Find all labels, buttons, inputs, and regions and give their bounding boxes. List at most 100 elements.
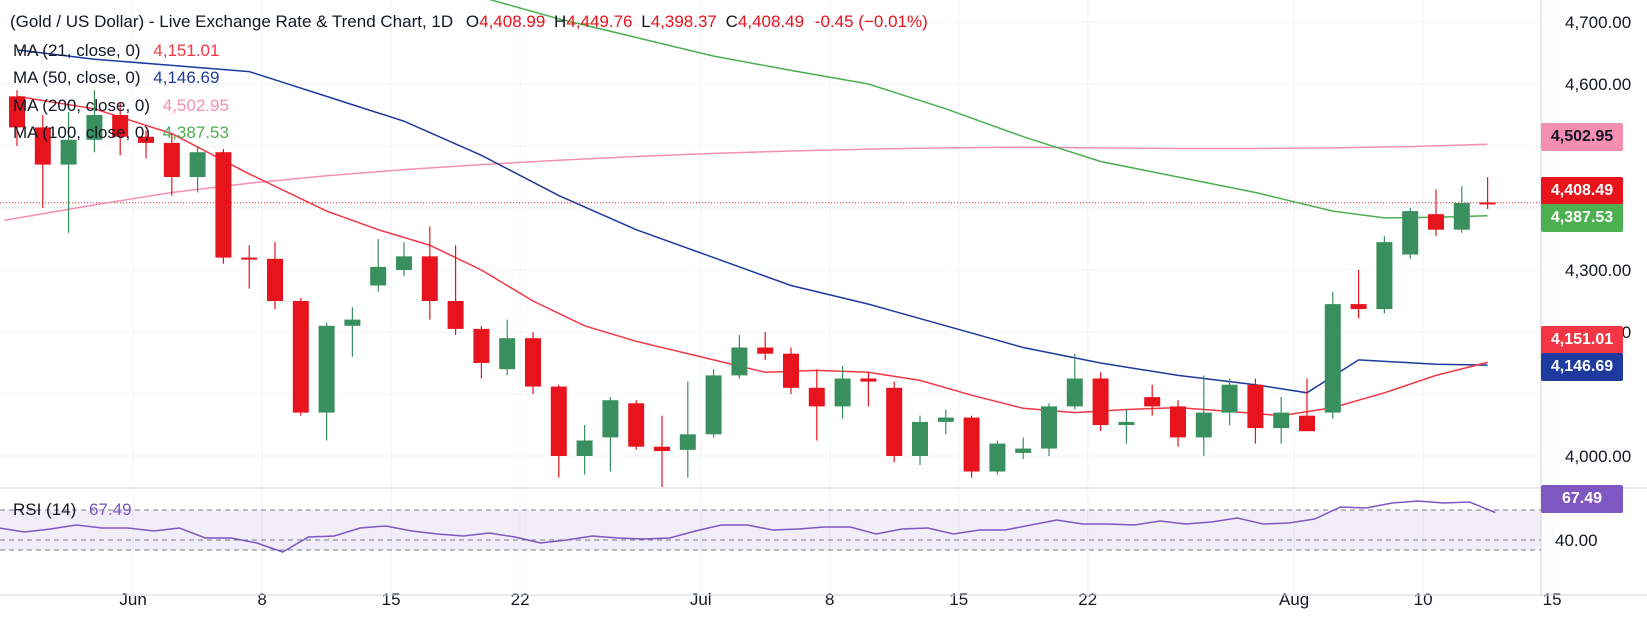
candle-body <box>757 347 774 354</box>
x-tick-label: 15 <box>382 590 401 609</box>
rsi-legend[interactable]: RSI (14) 67.49 <box>13 500 132 520</box>
candle-body <box>163 142 180 177</box>
y-tick-label: 4,700.00 <box>1565 13 1631 32</box>
candle-body <box>1041 406 1057 449</box>
candle-body <box>60 139 77 165</box>
ma200-price-badge: 4,502.95 <box>1541 123 1623 151</box>
ma200-legend[interactable]: MA (200, close, 0) 4,502.95 <box>13 96 229 116</box>
candle-body <box>1324 304 1341 413</box>
ma100-legend-label: MA (100, close, 0) <box>13 123 151 142</box>
candle-body <box>1221 384 1238 413</box>
ma50-legend[interactable]: MA (50, close, 0) 4,146.69 <box>13 68 219 88</box>
candle-body <box>1247 384 1264 429</box>
ma21-price-badge: 4,151.01 <box>1541 326 1623 354</box>
candle-body <box>318 325 335 413</box>
x-tick-label: 8 <box>257 590 266 609</box>
ma21-line <box>16 95 1488 417</box>
ma50-price-badge-text: 4,146.69 <box>1550 358 1614 375</box>
rsi-value-badge: 67.49 <box>1541 485 1623 513</box>
candle-body <box>9 96 25 128</box>
candle-body <box>344 319 361 326</box>
symbol-title: (Gold / US Dollar) - Live Exchange Rate … <box>10 12 454 31</box>
x-tick-label: Jun <box>119 590 146 609</box>
candle-body <box>1402 211 1419 255</box>
ma100-price-badge-text: 4,387.53 <box>1550 209 1614 226</box>
rsi-line <box>0 500 1496 553</box>
ma200-line-group <box>3 143 1488 222</box>
candle-body <box>215 152 232 258</box>
ma100-line-group <box>488 0 1488 219</box>
open-value: 4,408.99 <box>479 12 546 31</box>
candle-body <box>1299 415 1315 432</box>
candles-group <box>9 90 1496 487</box>
candle-body <box>1376 242 1393 310</box>
candle-body <box>499 338 516 370</box>
change-value: -0.45 (−0.01%) <box>814 12 928 31</box>
candle-body <box>447 301 464 329</box>
candle-body <box>1273 412 1290 429</box>
candle-body <box>34 127 51 165</box>
ma200-legend-label: MA (200, close, 0) <box>13 96 151 115</box>
candle-body <box>1453 203 1470 230</box>
rsi-legend-label: RSI (14) <box>13 500 77 519</box>
x-tick-label: 15 <box>1543 590 1562 609</box>
candle-body <box>267 258 283 301</box>
x-tick-label: 10 <box>1414 590 1433 609</box>
high-value: 4,449.76 <box>566 12 633 31</box>
candle-body <box>1428 214 1444 230</box>
candle-body <box>396 256 412 270</box>
x-tick-label: 22 <box>1078 590 1097 609</box>
low-label: L <box>641 12 651 31</box>
candle-body <box>989 443 1006 472</box>
y-tick-label: 4,600.00 <box>1565 75 1631 94</box>
candle-body <box>1144 397 1161 407</box>
candle-body <box>963 417 980 472</box>
candle-body <box>189 152 206 177</box>
ma21-legend[interactable]: MA (21, close, 0) 4,151.01 <box>13 41 219 61</box>
candle-body <box>912 421 928 456</box>
candle-body <box>1479 202 1496 205</box>
low-value: 4,398.37 <box>650 12 717 31</box>
rsi-value-badge-text: 67.49 <box>1561 490 1603 507</box>
ma50-price-badge: 4,146.69 <box>1541 353 1623 381</box>
candle-body <box>679 434 696 450</box>
close-price-badge: 4,408.49 <box>1541 177 1623 205</box>
candle-body <box>1118 421 1135 425</box>
ma200-line <box>3 143 1488 222</box>
ma21-legend-value: 4,151.01 <box>153 41 220 60</box>
grid-lines <box>0 0 1553 595</box>
candle-body <box>1092 378 1109 425</box>
candle-body <box>421 256 438 301</box>
rsi-tick-label: 40.00 <box>1555 531 1598 550</box>
candle-body <box>1350 304 1367 310</box>
candle-body <box>602 400 619 438</box>
ma50-line <box>16 49 1488 394</box>
ma21-price-badge-text: 4,151.01 <box>1550 331 1614 348</box>
ma50-legend-label: MA (50, close, 0) <box>13 68 141 87</box>
close-price-badge-text: 4,408.49 <box>1550 182 1614 199</box>
candle-body <box>138 136 154 143</box>
candle-body <box>112 115 129 137</box>
ma100-legend[interactable]: MA (100, close, 0) 4,387.53 <box>13 123 229 143</box>
candle-body <box>292 301 309 413</box>
candle-body <box>628 403 645 447</box>
header-row: (Gold / US Dollar) - Live Exchange Rate … <box>10 12 928 32</box>
candle-body <box>808 387 825 407</box>
candle-body <box>525 338 541 387</box>
candle-body <box>1170 406 1186 438</box>
ma100-line <box>488 0 1488 219</box>
candle-body <box>241 257 258 260</box>
ma50-legend-value: 4,146.69 <box>153 68 220 87</box>
high-label: H <box>554 12 567 31</box>
x-tick-label: 22 <box>511 590 530 609</box>
candle-body <box>654 446 670 452</box>
x-tick-label: 15 <box>949 590 968 609</box>
candle-body <box>731 347 748 376</box>
x-tick-label: 8 <box>825 590 834 609</box>
open-label: O <box>465 12 480 31</box>
candle-body <box>1015 448 1032 453</box>
ma200-legend-value: 4,502.95 <box>162 96 229 115</box>
y-tick-label: 4,300.00 <box>1565 261 1631 280</box>
